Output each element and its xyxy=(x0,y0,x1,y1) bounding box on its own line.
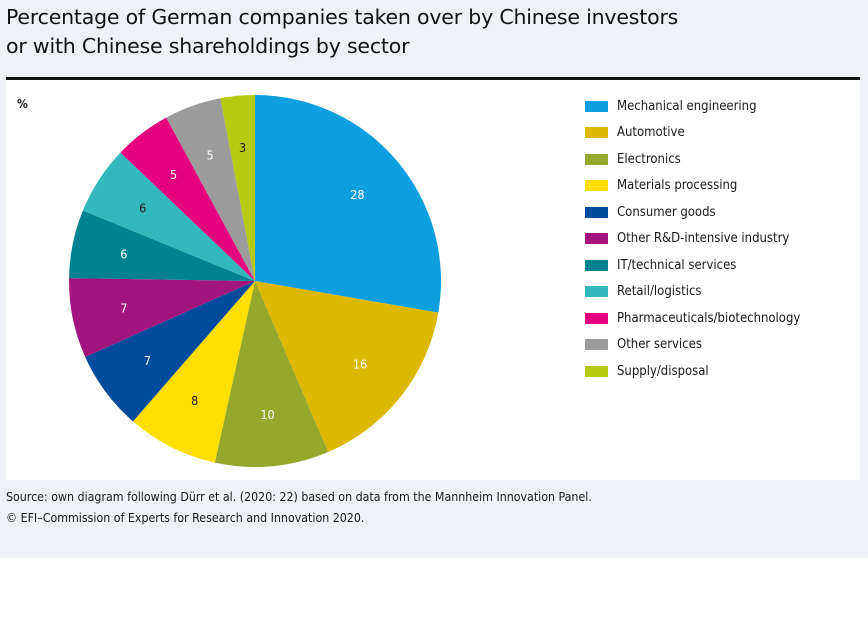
pie-label-mechanical-engineering: 28 xyxy=(350,187,364,202)
legend-item-consumer-goods: Consumer goods xyxy=(585,199,800,226)
pie-slice-materials-processing xyxy=(132,281,255,463)
figure-panel: Percentage of German companies taken ove… xyxy=(0,0,868,558)
pie-slice-supply-disposal xyxy=(220,95,255,281)
chart-title-line-2: or with Chinese shareholdings by sector xyxy=(6,34,410,58)
pie-label-materials-processing: 8 xyxy=(191,393,198,408)
source-note: Source: own diagram following Dürr et al… xyxy=(6,487,592,529)
legend-item-supply-disposal: Supply/disposal xyxy=(585,358,800,385)
legend-swatch xyxy=(585,259,608,271)
legend-label: IT/technical services xyxy=(617,257,737,273)
legend-swatch xyxy=(585,206,608,218)
legend-swatch xyxy=(585,312,608,324)
legend-label: Other services xyxy=(617,337,702,353)
source-line-2: © EFI–Commission of Experts for Research… xyxy=(6,511,365,525)
legend-label: Pharmaceuticals/biotechnology xyxy=(617,310,801,326)
legend-swatch xyxy=(585,100,608,112)
legend-label: Materials processing xyxy=(617,178,738,194)
pie-slice-consumer-goods xyxy=(85,281,255,422)
legend-item-it-technical-services: IT/technical services xyxy=(585,252,800,279)
legend-swatch xyxy=(585,286,608,298)
legend-label: Mechanical engineering xyxy=(617,98,757,114)
legend-label: Consumer goods xyxy=(617,204,716,220)
pie-label-pharmaceuticals-biotechnology: 5 xyxy=(170,167,177,182)
pie-slice-it-technical-services xyxy=(69,210,255,281)
pie-label-supply-disposal: 3 xyxy=(239,140,246,155)
pie-slice-automotive xyxy=(255,281,439,452)
pie-label-consumer-goods: 7 xyxy=(144,353,151,368)
pie-slice-pharmaceuticals-biotechnology xyxy=(120,117,255,282)
legend-item-automotive: Automotive xyxy=(585,120,800,147)
legend-label: Electronics xyxy=(617,151,681,167)
legend-label: Other R&D-intensive industry xyxy=(617,231,790,247)
legend-item-other-services: Other services xyxy=(585,332,800,359)
legend-item-electronics: Electronics xyxy=(585,146,800,173)
legend-swatch xyxy=(585,233,608,245)
legend: Mechanical engineering Automotive Electron… xyxy=(585,93,800,385)
pie-slice-mechanical-engineering xyxy=(255,95,442,313)
pie-label-it-technical-services: 6 xyxy=(120,247,127,262)
pie-slice-retail-logistics xyxy=(82,152,255,281)
legend-item-other-r-d-intensive-industry: Other R&D-intensive industry xyxy=(585,226,800,253)
pie-slice-other-services xyxy=(166,98,255,281)
chart-title: Percentage of German companies taken ove… xyxy=(6,3,678,61)
legend-swatch xyxy=(585,127,608,139)
legend-item-pharmaceuticals-biotechnology: Pharmaceuticals/biotechnology xyxy=(585,305,800,332)
source-line-1: Source: own diagram following Dürr et al… xyxy=(6,490,592,504)
legend-label: Automotive xyxy=(617,125,685,141)
legend-label: Supply/disposal xyxy=(617,363,709,379)
pie-label-automotive: 16 xyxy=(353,357,367,372)
pie-slice-electronics xyxy=(214,281,329,467)
legend-item-retail-logistics: Retail/logistics xyxy=(585,279,800,306)
pie-chart: 28 16 10 8 7 7 6 6 5 5 3 xyxy=(68,95,442,467)
pie-label-other-services: 5 xyxy=(206,147,213,162)
pie-label-retail-logistics: 6 xyxy=(139,201,146,216)
title-divider xyxy=(6,77,860,80)
legend-label: Retail/logistics xyxy=(617,284,702,300)
pie-slice-other-r-d-intensive-industry xyxy=(68,278,255,357)
legend-item-materials-processing: Materials processing xyxy=(585,173,800,200)
legend-swatch xyxy=(585,180,608,192)
chart-title-line-1: Percentage of German companies taken ove… xyxy=(6,5,679,29)
unit-label: % xyxy=(17,97,28,111)
legend-item-mechanical-engineering: Mechanical engineering xyxy=(585,93,800,120)
pie-label-electronics: 10 xyxy=(260,407,274,422)
legend-swatch xyxy=(585,339,608,351)
legend-swatch xyxy=(585,365,608,377)
pie-label-other-r-d-intensive-industry: 7 xyxy=(120,300,127,315)
legend-swatch xyxy=(585,153,608,165)
